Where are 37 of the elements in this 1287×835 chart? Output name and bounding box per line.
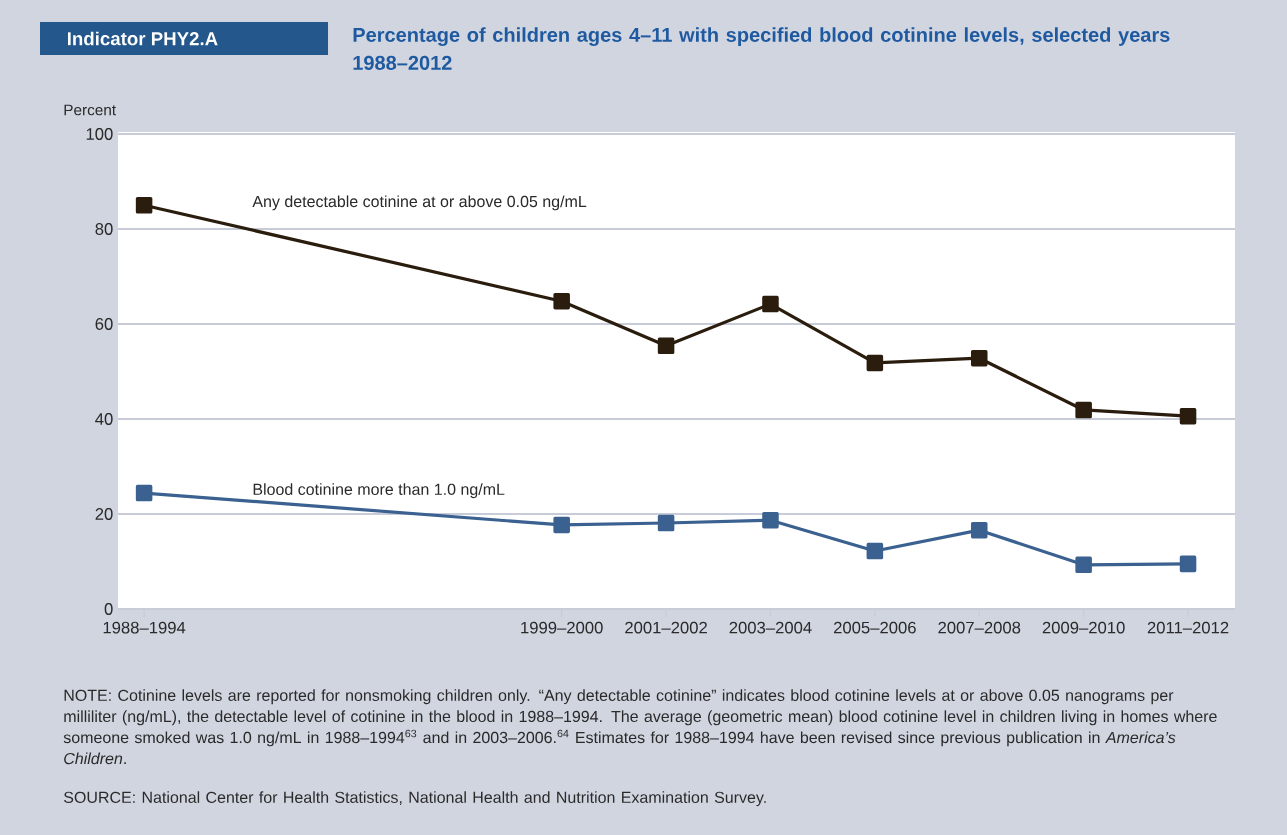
x-tick-label: 2009–2010 [1042, 621, 1125, 634]
text: Indicator PHY2.A [67, 31, 218, 46]
x-tick-label: 2003–2004 [729, 621, 812, 634]
x-tick-label: 1988–1994 [103, 621, 186, 634]
point [1075, 401, 1092, 419]
point [762, 511, 779, 529]
y-tick-label: 40 [95, 413, 113, 425]
point [1075, 556, 1092, 574]
series-label: Any detectable cotinine at or above 0.05 ng/mL [252, 195, 587, 211]
x-tick-label: 2007–2008 [938, 621, 1021, 634]
point [1179, 407, 1197, 425]
y-tick-label: 60 [95, 318, 113, 330]
point [135, 196, 153, 214]
source-note: SOURCE: National Center for Health Statistics, National Health and Nutrition Examination Survey. [64, 791, 766, 807]
x-tick-label: 2011–2012 [1147, 621, 1229, 634]
y-tick-label: 0 [104, 603, 113, 615]
y-tick-label: 100 [86, 128, 113, 140]
text: NOTE: Cotinine levels are reported for nonsmoking children only. “Any detectable cotinine” indicates blood cotinine levels at or above 0.05 nanograms per milliliter (ng/mL), the detectable level of cotinine in the blood in 1988–1994. The average (geometric mean) blood cotinine level in children living in homes where someone smoked was 1.0 ng/mL in 1988–1994$^{63}$ and in 2003–2006.$^{64}$ Estimates for 1988–1994 have been revised since previous publication in America’s Children. [63, 689, 1217, 765]
y-axis-title: Percent [64, 104, 116, 116]
point [762, 295, 779, 313]
y-tick-label: 80 [95, 223, 113, 235]
point [657, 337, 675, 355]
point [553, 516, 570, 534]
point [866, 354, 884, 372]
x-tick-label: 1999–2000 [521, 621, 603, 634]
point [553, 292, 570, 310]
point [1179, 555, 1197, 573]
y-tick-label: 20 [95, 508, 113, 520]
x-tick-label: 2005–2006 [833, 621, 916, 634]
point [970, 349, 988, 367]
chart-title: Percentage of children ages 4–11 with specified blood cotinine levels, selected years 1988–2012 [353, 27, 1170, 70]
point [657, 514, 675, 532]
point [970, 521, 988, 539]
point [135, 484, 153, 502]
x-tick-label: 2001–2002 [625, 621, 707, 634]
point [866, 542, 884, 560]
series-label: Blood cotinine more than 1.0 ng/mL [253, 483, 505, 499]
